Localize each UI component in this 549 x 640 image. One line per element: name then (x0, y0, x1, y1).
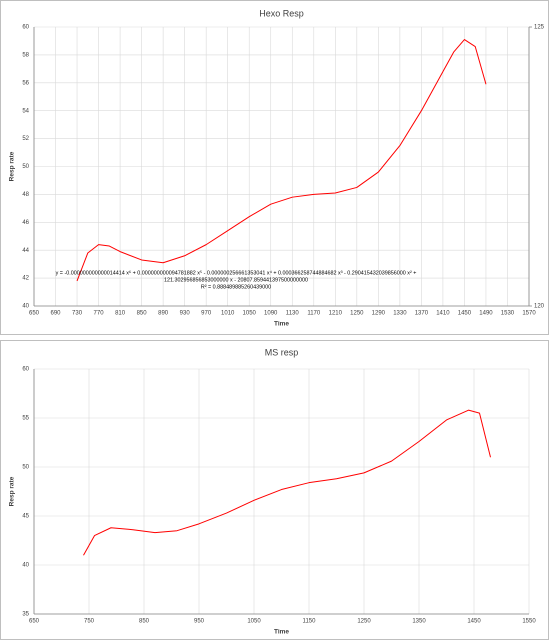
x-tick-label: 1330 (393, 311, 407, 317)
x-tick-label: 1290 (372, 311, 386, 317)
x-axis-title: Time (274, 629, 289, 636)
x-tick-label: 1550 (522, 619, 536, 625)
x-tick-label: 1410 (436, 311, 450, 317)
x-tick-label: 1250 (357, 619, 371, 625)
x-tick-label: 1150 (303, 619, 317, 625)
chart-title: Hexo Resp (259, 8, 304, 18)
y-tick-label: 48 (22, 192, 29, 198)
y-axis-title: Resp rate (9, 151, 16, 181)
y-tick-label: 45 (22, 514, 29, 520)
x-tick-label: 1050 (247, 619, 261, 625)
x-tick-label: 1530 (501, 311, 515, 317)
x-tick-label: 1090 (264, 311, 278, 317)
y-tick-label: 40 (22, 304, 29, 310)
x-tick-label: 650 (29, 619, 40, 625)
y-tick-label: 55 (22, 416, 29, 422)
chart-title: MS resp (265, 347, 299, 357)
x-tick-label: 1170 (307, 311, 321, 317)
x-tick-label: 650 (29, 311, 40, 317)
x-tick-label: 850 (137, 311, 148, 317)
data-line (83, 409, 491, 556)
x-tick-label: 1570 (522, 311, 536, 317)
x-tick-label: 930 (180, 311, 191, 317)
x-tick-label: 1250 (350, 311, 364, 317)
y-tick-label: 50 (22, 465, 29, 471)
data-line (76, 39, 487, 282)
x-tick-label: 1450 (467, 619, 481, 625)
y2-tick-label: 125 (534, 25, 545, 31)
x-tick-label: 750 (84, 619, 95, 625)
y-tick-label: 44 (22, 248, 29, 254)
x-tick-label: 810 (115, 311, 126, 317)
y-tick-label: 58 (22, 52, 29, 58)
x-tick-label: 890 (158, 311, 169, 317)
x-tick-label: 970 (201, 311, 212, 317)
y2-tick-label: 120 (534, 304, 545, 310)
y-tick-label: 60 (22, 367, 29, 373)
y-tick-label: 56 (22, 80, 29, 86)
y-tick-label: 50 (22, 164, 29, 170)
chart-frame (0, 0, 549, 335)
x-tick-label: 1490 (479, 311, 493, 317)
x-tick-label: 690 (51, 311, 62, 317)
x-tick-label: 1350 (412, 619, 426, 625)
trendline-equation: R² = 0.888489885260439000 (201, 284, 271, 290)
y-axis-title: Resp rate (9, 476, 16, 506)
y-tick-label: 52 (22, 136, 29, 142)
y-tick-label: 60 (22, 25, 29, 31)
x-tick-label: 770 (94, 311, 105, 317)
x-tick-label: 1010 (221, 311, 235, 317)
x-tick-label: 1370 (415, 311, 429, 317)
trendline-equation: 121.302956856853000000 x - 20807.8594413… (164, 277, 308, 283)
y-tick-label: 40 (22, 563, 29, 569)
x-tick-label: 730 (72, 311, 83, 317)
y-tick-label: 35 (22, 612, 29, 618)
x-tick-label: 1050 (243, 311, 257, 317)
x-tick-label: 1450 (458, 311, 472, 317)
chart-frame (0, 340, 549, 640)
x-axis-title: Time (274, 321, 289, 328)
y-tick-label: 54 (22, 108, 29, 114)
x-tick-label: 1210 (329, 311, 343, 317)
y-tick-label: 46 (22, 220, 29, 226)
x-tick-label: 850 (139, 619, 150, 625)
y-tick-label: 42 (22, 276, 29, 282)
x-tick-label: 950 (194, 619, 205, 625)
x-tick-label: 1130 (286, 311, 300, 317)
trendline-equation: y = -0.000000000000014414 x⁶ + 0.0000000… (56, 270, 417, 276)
